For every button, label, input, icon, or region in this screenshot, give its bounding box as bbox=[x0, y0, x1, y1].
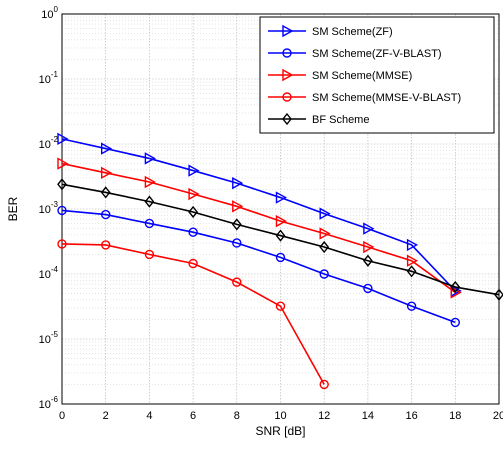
data-point bbox=[188, 258, 198, 269]
y-tick-label: 10-4 bbox=[39, 265, 59, 281]
legend-entry: SM Scheme(ZF) bbox=[268, 24, 393, 38]
data-point bbox=[319, 379, 329, 390]
series-line bbox=[61, 183, 500, 296]
data-point bbox=[450, 280, 461, 294]
data-point bbox=[494, 288, 503, 301]
y-tick-label: 10-3 bbox=[39, 200, 59, 216]
x-tick-label: 10 bbox=[274, 410, 286, 422]
tick-labels: 0 2 4 6 8 10 12 14 16 18 20 10-6 10-5 10-4 10-3 10-2 10-… bbox=[39, 5, 503, 422]
data-point bbox=[144, 195, 155, 208]
axes-box bbox=[61, 13, 500, 405]
data-point bbox=[406, 301, 417, 311]
x-tick-label: 2 bbox=[103, 410, 109, 422]
y-tick-label: 10-5 bbox=[39, 330, 59, 346]
data-point bbox=[406, 254, 419, 267]
legend-label: SM Scheme(ZF) bbox=[312, 26, 393, 38]
grid bbox=[61, 13, 500, 405]
series-layer bbox=[57, 132, 503, 390]
y-tick-label: 10-6 bbox=[39, 395, 59, 411]
y-tick-label: 10-2 bbox=[39, 135, 59, 151]
data-point bbox=[231, 218, 242, 231]
data-point bbox=[57, 205, 67, 216]
y-tick-label: 100 bbox=[41, 5, 58, 21]
series-3 bbox=[57, 157, 462, 299]
data-point bbox=[57, 239, 67, 249]
legend-marker bbox=[282, 68, 294, 82]
data-point bbox=[319, 240, 330, 254]
data-point bbox=[144, 152, 156, 165]
legend-marker bbox=[282, 92, 292, 102]
data-point bbox=[100, 166, 113, 180]
series-line bbox=[61, 138, 456, 292]
x-tick-label: 0 bbox=[59, 410, 65, 422]
data-point bbox=[144, 249, 155, 260]
data-point bbox=[363, 254, 373, 267]
legend-entry: SM Scheme(MMSE) bbox=[268, 68, 412, 82]
series-4 bbox=[57, 239, 329, 390]
data-point bbox=[232, 200, 244, 213]
data-point bbox=[406, 238, 419, 252]
data-point bbox=[275, 214, 287, 228]
data-point bbox=[275, 252, 286, 263]
series-line bbox=[61, 243, 325, 385]
series-2 bbox=[57, 205, 460, 328]
data-point bbox=[100, 142, 113, 155]
data-point bbox=[275, 301, 286, 311]
y-axis-label: BER bbox=[6, 196, 20, 221]
data-point bbox=[319, 207, 331, 220]
data-point bbox=[144, 218, 155, 229]
x-tick-label: 14 bbox=[362, 410, 374, 422]
data-point bbox=[57, 132, 69, 146]
x-tick-label: 4 bbox=[146, 410, 152, 422]
x-tick-label: 20 bbox=[493, 410, 503, 422]
data-point bbox=[57, 157, 69, 170]
data-point bbox=[450, 317, 460, 328]
series-line bbox=[61, 162, 456, 294]
data-point bbox=[363, 283, 373, 294]
data-point bbox=[232, 238, 242, 248]
data-point bbox=[275, 229, 286, 242]
data-point bbox=[319, 269, 329, 279]
legend-entry: SM Scheme(MMSE-V-BLAST) bbox=[268, 92, 461, 104]
data-point bbox=[100, 209, 111, 220]
legend-entry: SM Scheme(ZF-V-BLAST) bbox=[268, 48, 442, 60]
x-axis-label: SNR [dB] bbox=[255, 424, 305, 438]
x-tick-label: 8 bbox=[234, 410, 240, 422]
legend-label: SM Scheme(ZF-V-BLAST) bbox=[312, 48, 442, 60]
legend: SM Scheme(ZF) SM Scheme(ZF-V-BLAST) SM Sch… bbox=[259, 16, 495, 134]
legend-marker bbox=[282, 48, 292, 58]
data-point bbox=[100, 186, 111, 199]
data-point bbox=[188, 164, 200, 177]
y-tick-label: 10-1 bbox=[39, 70, 59, 86]
legend-label: SM Scheme(MMSE) bbox=[312, 70, 412, 82]
data-point bbox=[363, 240, 375, 254]
series-1 bbox=[57, 132, 462, 298]
data-point bbox=[275, 191, 287, 204]
legend-marker bbox=[282, 112, 292, 126]
legend-entry: BF Scheme bbox=[268, 112, 369, 126]
data-point bbox=[100, 240, 111, 250]
legend-label: SM Scheme(MMSE-V-BLAST) bbox=[312, 92, 461, 104]
data-point bbox=[319, 227, 331, 240]
data-point bbox=[232, 277, 242, 287]
data-point bbox=[363, 222, 375, 235]
x-tick-label: 18 bbox=[449, 410, 461, 422]
legend-marker bbox=[282, 24, 294, 38]
series-line bbox=[61, 209, 456, 324]
data-point bbox=[450, 286, 462, 299]
data-point bbox=[188, 227, 198, 237]
data-point bbox=[57, 178, 67, 191]
legend-label: BF Scheme bbox=[312, 114, 369, 126]
data-point bbox=[144, 175, 156, 189]
data-point bbox=[232, 176, 244, 190]
data-point bbox=[406, 265, 417, 278]
data-point bbox=[188, 187, 200, 201]
series-5 bbox=[57, 178, 503, 301]
x-tick-label: 12 bbox=[318, 410, 330, 422]
x-tick-label: 16 bbox=[405, 410, 417, 422]
data-point bbox=[188, 205, 198, 219]
x-tick-label: 6 bbox=[190, 410, 196, 422]
